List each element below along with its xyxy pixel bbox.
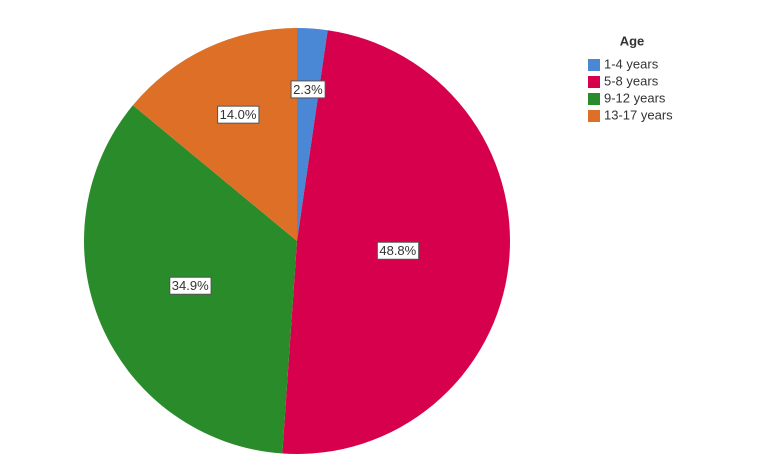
legend-label: 13-17 years <box>604 107 673 122</box>
legend-swatch <box>588 93 600 105</box>
data-label: 34.9% <box>169 276 212 295</box>
pie-slice <box>132 28 297 241</box>
data-label-text: 48.8% <box>379 243 416 258</box>
data-label: 14.0% <box>217 105 260 124</box>
data-label-text: 34.9% <box>172 278 209 293</box>
data-label-box <box>169 276 212 295</box>
data-label-text: 2.3% <box>293 82 323 97</box>
legend-title: Age <box>620 33 645 48</box>
data-label-text: 14.0% <box>220 107 257 122</box>
legend-swatch <box>588 59 600 71</box>
legend-label: 9-12 years <box>604 90 666 105</box>
data-label: 48.8% <box>376 241 420 260</box>
data-label: 2.3% <box>290 80 326 99</box>
legend-label: 1-4 years <box>604 56 659 71</box>
legend-swatch <box>588 76 600 88</box>
data-label-box <box>217 105 260 124</box>
data-label-box <box>376 241 420 260</box>
legend-swatch <box>588 110 600 122</box>
legend-label: 5-8 years <box>604 73 659 88</box>
data-label-box <box>290 80 326 99</box>
